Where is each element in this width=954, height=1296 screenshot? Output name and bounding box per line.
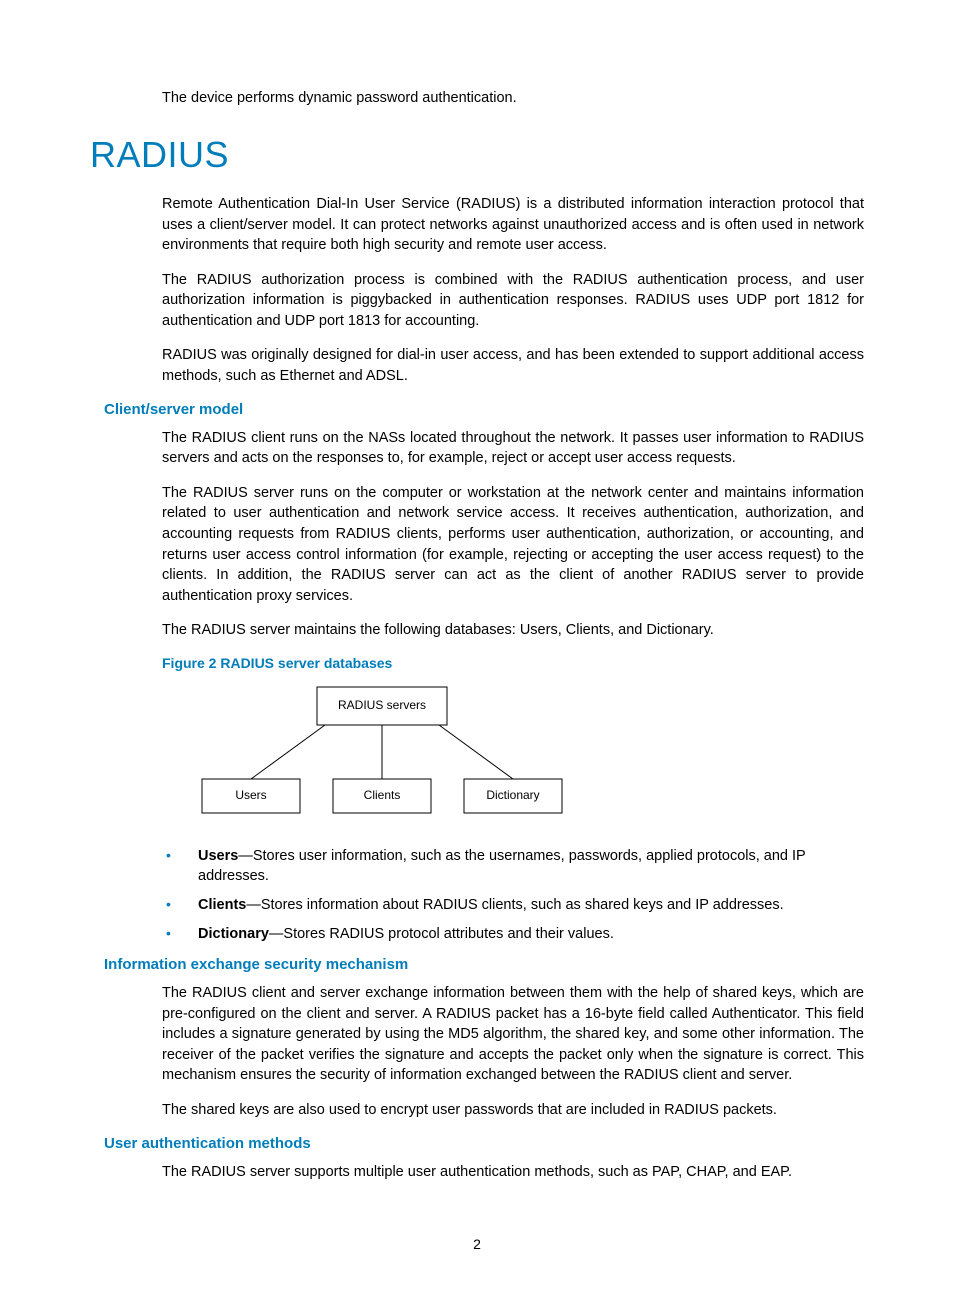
body-paragraph: The RADIUS authorization process is comb… <box>162 270 864 332</box>
body-paragraph: The RADIUS server maintains the followin… <box>162 620 864 641</box>
body-paragraph: Remote Authentication Dial-In User Servi… <box>162 194 864 256</box>
figure-caption: Figure 2 RADIUS server databases <box>162 655 864 671</box>
bullet-term: Users <box>198 848 238 864</box>
body-paragraph: The shared keys are also used to encrypt… <box>162 1100 864 1121</box>
intro-line: The device performs dynamic password aut… <box>162 90 864 106</box>
bullet-desc: —Stores information about RADIUS clients… <box>246 897 783 913</box>
svg-text:Users: Users <box>235 788 266 802</box>
svg-text:Dictionary: Dictionary <box>486 788 539 802</box>
section-heading-client-server: Client/server model <box>104 401 864 418</box>
bullet-desc: —Stores RADIUS protocol attributes and t… <box>269 926 614 942</box>
list-item: Clients—Stores information about RADIUS … <box>162 895 864 916</box>
page-title: RADIUS <box>90 134 864 176</box>
database-bullet-list: Users—Stores user information, such as t… <box>162 846 864 944</box>
svg-text:RADIUS servers: RADIUS servers <box>338 698 426 712</box>
list-item: Dictionary—Stores RADIUS protocol attrib… <box>162 924 864 945</box>
body-paragraph: RADIUS was originally designed for dial-… <box>162 345 864 386</box>
svg-text:Clients: Clients <box>364 788 401 802</box>
bullet-desc: —Stores user information, such as the us… <box>198 848 805 885</box>
page-number: 2 <box>0 1236 954 1252</box>
body-paragraph: The RADIUS client and server exchange in… <box>162 983 864 1086</box>
body-paragraph: The RADIUS server runs on the computer o… <box>162 483 864 606</box>
bullet-term: Clients <box>198 897 246 913</box>
body-paragraph: The RADIUS server supports multiple user… <box>162 1162 864 1183</box>
bullet-term: Dictionary <box>198 926 269 942</box>
radius-databases-diagram: RADIUS servers Users Clients Dictionary <box>162 681 864 826</box>
section-heading-info-exchange: Information exchange security mechanism <box>104 956 864 973</box>
body-paragraph: The RADIUS client runs on the NASs locat… <box>162 428 864 469</box>
list-item: Users—Stores user information, such as t… <box>162 846 864 887</box>
section-heading-user-auth: User authentication methods <box>104 1135 864 1152</box>
tree-diagram-svg: RADIUS servers Users Clients Dictionary <box>162 681 602 821</box>
